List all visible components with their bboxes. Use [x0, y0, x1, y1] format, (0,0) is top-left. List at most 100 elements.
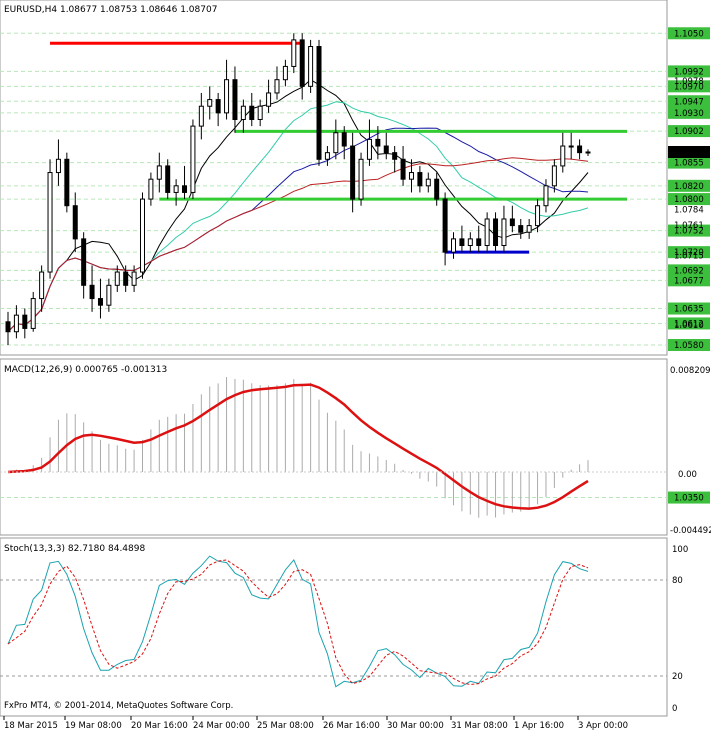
time-axis-label: 20 Mar 16:00 — [131, 721, 188, 731]
price-axis-tick: 1.0784 — [674, 206, 704, 216]
time-axis-label: 30 Mar 00:00 — [387, 721, 444, 731]
candle-body — [240, 105, 246, 120]
price-level-tag — [668, 317, 710, 330]
stoch-axis-label: 0 — [672, 704, 677, 714]
price-level-tag — [668, 179, 710, 192]
price-axis-tick: 1.0610 — [674, 321, 704, 331]
time-axis: 18 Mar 2015 19 Mar 08:00 20 Mar 16:00 24 Ma… — [3, 716, 628, 731]
stoch-main-line — [7, 555, 589, 688]
candle-body — [493, 218, 499, 247]
candle-body — [577, 145, 583, 154]
candle-body — [509, 218, 515, 227]
macd-axis-top: 0.008209 — [670, 366, 711, 376]
price-level-label: 1.0930 — [674, 109, 704, 119]
stochastic-indicator: 100 80 20 0 — [0, 545, 688, 714]
candle-body — [425, 178, 431, 187]
candle-body — [224, 79, 230, 114]
candle-body — [543, 185, 549, 207]
candle-body — [467, 238, 473, 247]
candle-body — [106, 284, 112, 306]
candle-body — [198, 105, 204, 127]
price-level-label: 1.0580 — [674, 341, 704, 351]
stoch-axis-label: 20 — [672, 672, 683, 682]
candle-body — [526, 225, 532, 233]
candle-body — [266, 92, 272, 107]
candle-body — [139, 198, 145, 273]
time-axis-label: 31 Mar 08:00 — [451, 721, 508, 731]
price-level-tag — [668, 224, 710, 237]
horizontal-levels[interactable] — [50, 41, 627, 254]
price-level-tag — [668, 80, 710, 93]
candle-body — [535, 205, 541, 227]
time-axis-label: 3 Apr 00:00 — [578, 721, 628, 731]
candle-body — [518, 225, 524, 233]
candle-body — [173, 185, 179, 193]
candle-body — [375, 138, 381, 147]
candle-body — [442, 198, 448, 253]
candle-body — [55, 158, 61, 174]
price-level-tag — [668, 27, 710, 40]
price-level-label: 1.0635 — [674, 305, 704, 315]
macd-axis-zero: 0.00 — [678, 470, 697, 480]
time-axis-label: 1 Apr 16:00 — [514, 721, 564, 731]
candle-body — [89, 284, 95, 300]
price-level-label: 1.0947 — [674, 97, 704, 107]
price-level-tag — [668, 95, 710, 108]
candle-body — [207, 99, 213, 107]
macd-axis-bottom: -0.004492 — [670, 526, 711, 536]
candle-body — [408, 172, 414, 180]
candle-body — [417, 172, 423, 187]
price-axis: 1.1050 1.0350 1.0992 1.0970 1.0947 1.0930 1.09… — [668, 27, 710, 504]
ma-long-line — [7, 157, 589, 333]
candle-body — [585, 151, 591, 154]
candle-body — [182, 185, 188, 193]
candle-body — [484, 218, 490, 247]
price-axis-tick: 1.0978 — [674, 77, 704, 87]
candle-body — [324, 152, 330, 160]
candle-body — [39, 271, 45, 300]
candle-body — [165, 165, 171, 193]
stoch-panel[interactable] — [0, 537, 668, 717]
moving-averages — [7, 79, 589, 333]
current-price-tag — [668, 145, 710, 158]
candlesticks — [5, 33, 591, 345]
price-level-label: 1.0350 — [674, 494, 704, 504]
candle-body — [47, 172, 53, 273]
price-level-tag — [668, 246, 710, 259]
candle-body — [560, 145, 566, 167]
price-level-label: 1.0902 — [674, 127, 704, 137]
candle-body — [551, 165, 557, 187]
price-level-tag — [668, 274, 710, 287]
candle-body — [358, 158, 364, 200]
candle-body — [308, 46, 314, 87]
time-axis-label: 18 Mar 2015 — [4, 721, 58, 731]
candle-body — [333, 132, 339, 154]
candle-body — [383, 145, 389, 154]
price-level-label: 1.0677 — [674, 276, 704, 286]
candle-body — [400, 158, 406, 180]
price-axis-tick: 1.0715 — [674, 251, 704, 261]
candle-body — [501, 218, 507, 247]
time-axis-label: 24 Mar 00:00 — [193, 721, 250, 731]
price-level-label: 1.0720 — [674, 248, 704, 258]
candle-body — [131, 271, 137, 286]
candle-body — [123, 271, 129, 286]
price-level-tag — [668, 65, 710, 78]
candle-body — [274, 79, 280, 94]
candle-body — [215, 99, 221, 114]
stoch-axis-label: 80 — [672, 576, 683, 586]
price-level-label: 1.0992 — [674, 67, 704, 77]
price-level-tag — [668, 106, 710, 119]
candle-body — [316, 46, 322, 160]
candle-body — [64, 158, 70, 207]
copyright-text: FxPro MT4, © 2001-2014, MetaQuotes Softw… — [4, 701, 233, 711]
candle-body — [97, 298, 103, 306]
candle-body — [350, 145, 356, 200]
candle-body — [232, 79, 238, 120]
macd-panel[interactable] — [0, 358, 668, 536]
candle-body — [459, 238, 465, 247]
price-level-label: 1.0800 — [674, 195, 704, 205]
candle-body — [341, 132, 347, 147]
candle-body — [22, 314, 28, 329]
